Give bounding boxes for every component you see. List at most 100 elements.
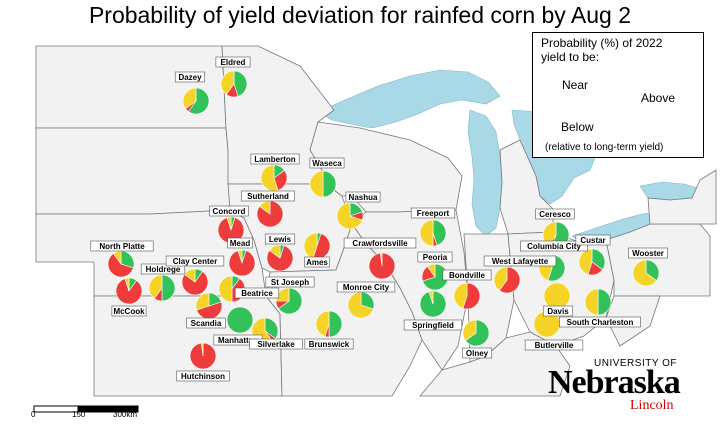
site-label-box	[165, 255, 225, 267]
pie-mead	[228, 249, 256, 277]
site-label-box	[483, 255, 557, 267]
site-label-box	[215, 56, 251, 68]
site-name: Ceresco	[539, 210, 571, 219]
site-label-box	[542, 305, 574, 317]
pie-davis	[543, 282, 571, 310]
pie-wooster-near-slice	[632, 259, 657, 287]
label-scandia: Scandia	[186, 317, 226, 329]
site-name: Mead	[230, 239, 251, 248]
label-mead: Mead	[227, 237, 253, 249]
site-label-box	[304, 338, 354, 350]
label-hutchinson: Hutchinson	[176, 370, 230, 382]
site-label-box	[234, 287, 280, 299]
pie-freeport-near-slice	[419, 219, 434, 247]
legend-above-label: Above	[641, 91, 676, 105]
site-label-box	[520, 240, 588, 252]
label-north-platte: North Platte	[90, 240, 154, 252]
pie-dazey-above-slice	[187, 87, 210, 115]
pie-olney-near-slice	[462, 319, 477, 342]
site-label-box	[174, 71, 206, 83]
site-pies	[107, 70, 660, 370]
site-name: North Platte	[99, 242, 145, 251]
pie-north-platte	[107, 250, 135, 278]
pie-eldred-above-slice	[233, 70, 248, 97]
site-label-box	[265, 276, 315, 288]
label-brunswick: Brunswick	[304, 338, 354, 350]
label-olney: Olney	[461, 347, 493, 359]
logo-university-of: UNIVERSITY OF	[594, 358, 677, 369]
label-monroe-city: Monroe City	[336, 281, 396, 293]
site-label-box	[241, 190, 295, 202]
pie-lamberton	[260, 164, 288, 192]
pie-st-joseph-near-slice	[275, 287, 290, 302]
site-name: Clay Center	[173, 257, 217, 266]
pie-holdrege-above-slice	[161, 274, 176, 302]
pie-brunswick-above-slice	[328, 310, 343, 338]
pie-custar	[578, 248, 606, 276]
scale-bar	[33, 402, 143, 420]
site-name: Lewis	[269, 235, 292, 244]
site-name: Concord	[213, 207, 246, 216]
pie-holdrege-near-slice	[148, 274, 163, 299]
site-label-box	[410, 207, 456, 219]
pie-waseca	[309, 170, 337, 198]
pie-bondville-near-slice	[453, 282, 468, 309]
legend-below-label: Below	[561, 120, 594, 134]
label-springfield: Springfield	[403, 319, 463, 331]
label-south-charleston: South Charleston	[559, 316, 641, 328]
pie-mccook	[115, 277, 143, 305]
site-label-box	[250, 153, 300, 165]
site-label-box	[535, 208, 575, 220]
pie-bondville	[453, 282, 481, 310]
pie-mead-below-slice	[228, 250, 256, 277]
site-name: Olney	[466, 349, 489, 358]
legend-near-label: Near	[562, 78, 589, 92]
label-holdrege: Holdrege	[140, 263, 186, 275]
map-title: Probability of yield deviation for rainf…	[88, 2, 632, 28]
pie-hutchinson	[189, 342, 217, 370]
pie-brunswick	[315, 310, 343, 338]
label-lamberton: Lamberton	[250, 153, 300, 165]
pie-eldred	[220, 70, 248, 98]
pie-scandia-near-slice	[195, 292, 210, 311]
site-label-box	[227, 237, 253, 249]
label-concord: Concord	[209, 205, 249, 217]
pie-crawfordsville-near-slice	[380, 252, 383, 267]
pie-davis-near-slice	[543, 282, 571, 310]
site-name: Holdrege	[146, 265, 181, 274]
site-label-box	[140, 263, 186, 275]
label-ames: Ames	[304, 256, 330, 268]
site-label-box	[336, 281, 396, 293]
site-label-box	[403, 319, 463, 331]
label-eldred: Eldred	[215, 56, 251, 68]
legend-title-line2: yield to be:	[541, 50, 600, 64]
pie-clay-center-near-slice	[184, 268, 196, 283]
site-name: West Lafayette	[492, 257, 549, 266]
label-lewis: Lewis	[264, 233, 296, 245]
label-bondville: Bondville	[442, 269, 492, 281]
site-label-box	[264, 233, 296, 245]
pie-wooster	[632, 259, 660, 287]
label-silverlake: Silverlake	[249, 338, 303, 350]
label-beatrice: Beatrice	[234, 287, 280, 299]
label-wooster: Wooster	[628, 247, 668, 259]
site-name: Nashua	[349, 193, 378, 202]
pie-west-lafayette	[493, 266, 521, 294]
scale-bar-graphic	[33, 405, 139, 413]
site-label-box	[209, 205, 249, 217]
pie-brunswick-near-slice	[315, 310, 330, 337]
label-butlerville: Butlerville	[524, 339, 584, 351]
pie-south-charleston	[584, 288, 612, 316]
lake-superior	[317, 69, 501, 129]
pie-waseca-above-slice	[322, 170, 337, 198]
site-labels: Dazey Eldred Lamberton Waseca Sutherland Nash…	[90, 56, 668, 382]
state-north-dakota	[35, 45, 227, 129]
site-label-box	[343, 237, 417, 249]
site-label-box	[575, 234, 611, 246]
logo-lincoln: Lincoln	[630, 398, 674, 413]
pie-scandia	[195, 292, 223, 320]
site-label-box	[111, 305, 147, 317]
site-label-box	[90, 240, 154, 252]
site-label-box	[442, 269, 492, 281]
